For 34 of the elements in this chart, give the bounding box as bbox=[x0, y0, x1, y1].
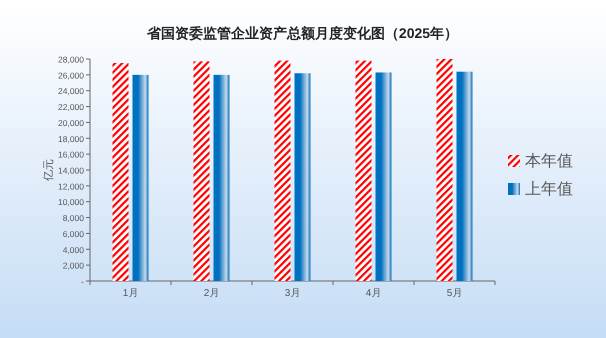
bar bbox=[294, 73, 310, 281]
bar bbox=[456, 72, 472, 281]
bar bbox=[376, 72, 392, 281]
y-tick-label: 22,000 bbox=[58, 102, 84, 112]
bar bbox=[436, 59, 452, 281]
legend-label: 上年值 bbox=[525, 180, 573, 198]
x-tick-label: 2月 bbox=[204, 288, 220, 299]
y-tick-label: 26,000 bbox=[58, 70, 84, 80]
bar bbox=[112, 62, 128, 281]
y-tick-label: 14,000 bbox=[58, 166, 84, 176]
y-tick-label: 2,000 bbox=[62, 260, 84, 271]
y-axis-title: 亿元 bbox=[43, 159, 55, 182]
y-tick-label: 28,000 bbox=[58, 54, 84, 64]
x-tick-label: 1月 bbox=[122, 288, 138, 299]
bar bbox=[194, 61, 210, 281]
y-tick-label: 20,000 bbox=[58, 118, 84, 128]
bar bbox=[214, 74, 230, 281]
x-tick-label: 5月 bbox=[446, 288, 462, 299]
chart-title: 省国资委监管企业资产总额月度变化图（2025年） bbox=[146, 25, 458, 41]
y-tick-label: - bbox=[81, 276, 84, 286]
y-tick-label: 12,000 bbox=[58, 181, 84, 192]
y-tick-label: 10,000 bbox=[58, 197, 84, 208]
bar bbox=[132, 74, 148, 281]
y-tick-label: 24,000 bbox=[58, 86, 84, 96]
y-tick-label: 16,000 bbox=[58, 150, 84, 160]
bar bbox=[356, 60, 372, 281]
x-tick-label: 4月 bbox=[366, 288, 382, 299]
x-tick-label: 3月 bbox=[284, 288, 300, 299]
y-tick-label: 8,000 bbox=[62, 213, 84, 224]
y-tick-label: 6,000 bbox=[62, 228, 84, 239]
bar bbox=[274, 60, 290, 281]
legend-label: 本年值 bbox=[525, 152, 573, 170]
y-tick-label: 18,000 bbox=[58, 134, 84, 144]
y-tick-label: 4,000 bbox=[62, 244, 84, 255]
